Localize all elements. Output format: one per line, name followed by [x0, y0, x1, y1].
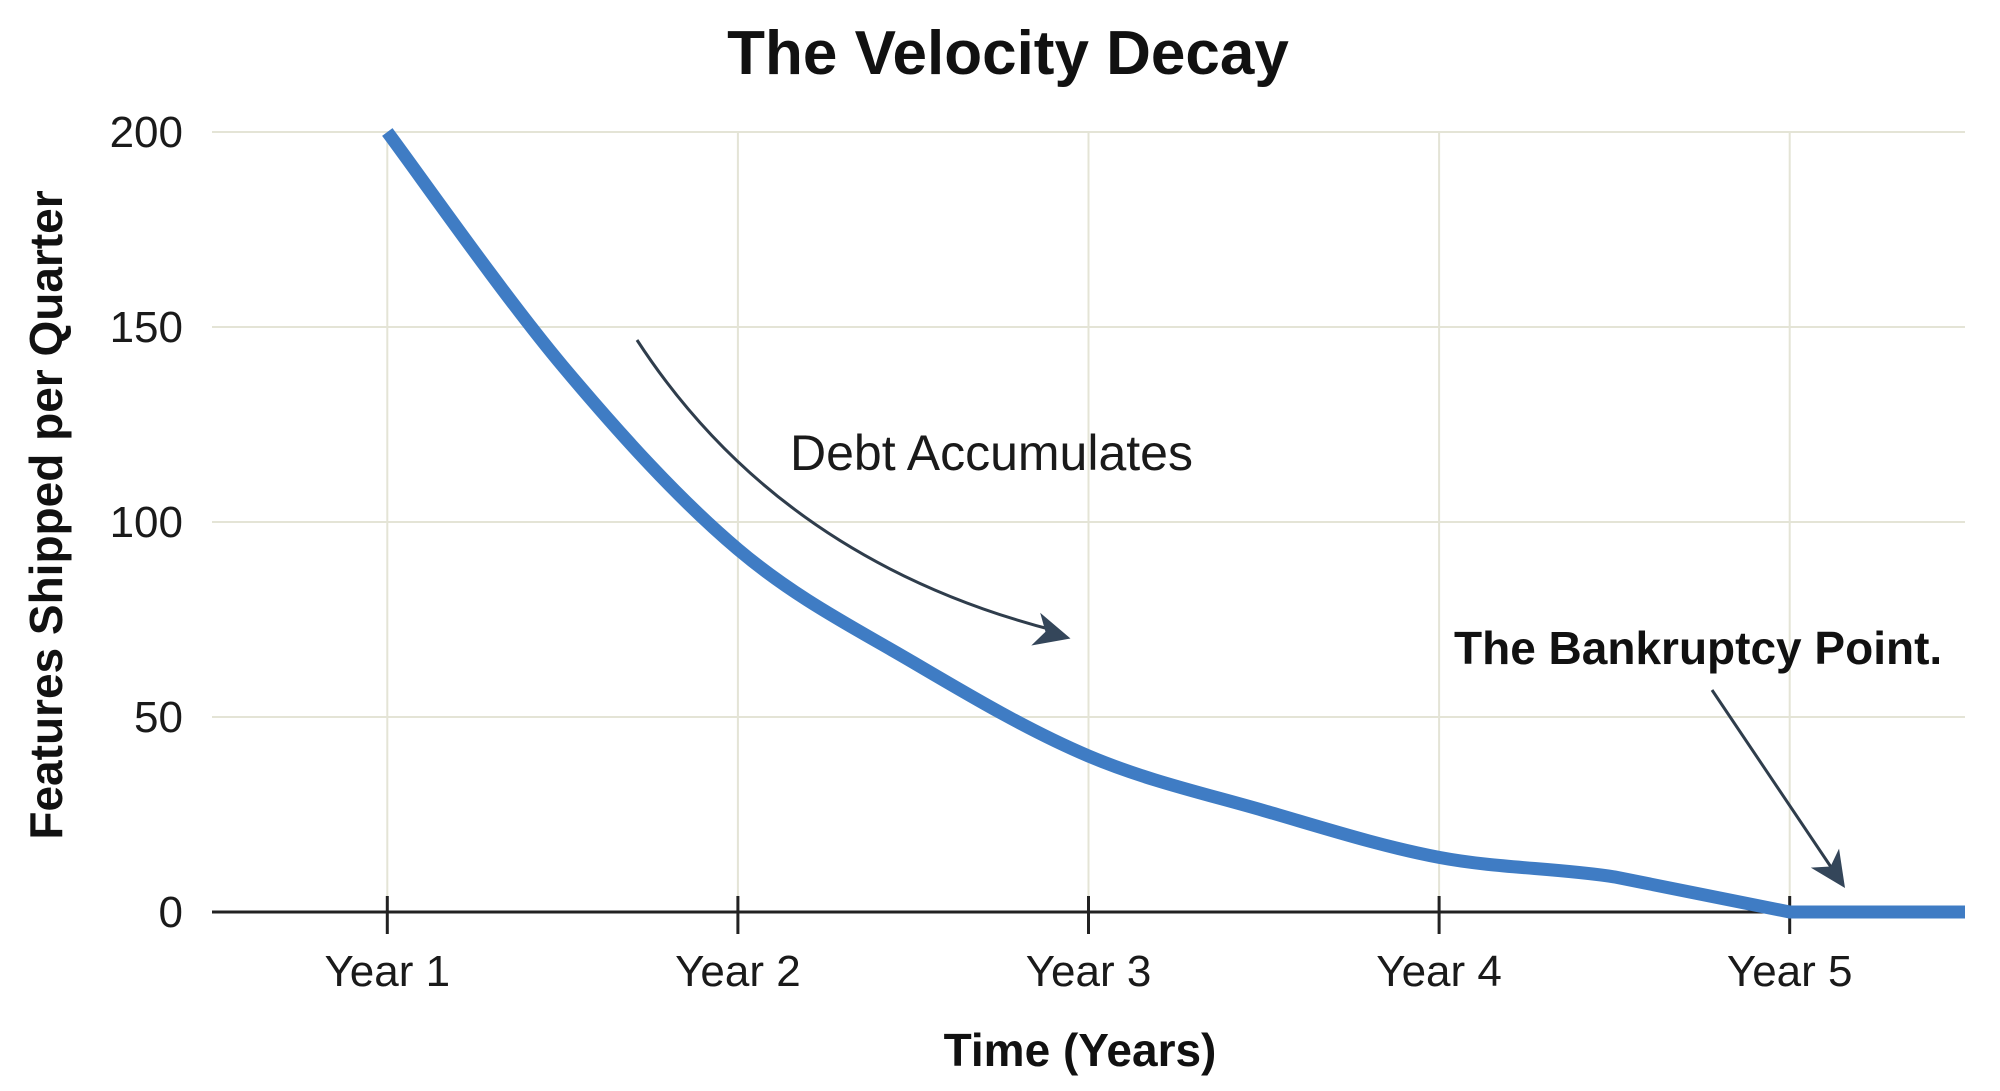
axes: 0 50 100 150 200 Year 1 Year 2 Year 3 Year 4 Year…: [110, 108, 1965, 996]
y-tick-label: 200: [110, 108, 183, 157]
arrow-head: [1810, 848, 1845, 888]
y-tick-label: 100: [110, 498, 183, 547]
arrow-bankruptcy-point: [1710, 689, 1837, 874]
x-tick-label: Year 5: [1727, 947, 1853, 996]
grid: [212, 131, 1965, 912]
annotations: Debt Accumulates The Bankruptcy Point.: [635, 339, 1942, 888]
x-tick-label: Year 1: [324, 947, 450, 996]
x-tick-label: Year 2: [675, 947, 801, 996]
arrow-head: [1031, 612, 1071, 646]
y-tick-label: 150: [110, 303, 183, 352]
y-axis-label: Features Shipped per Quarter: [20, 190, 72, 839]
x-tick-label: Year 4: [1376, 947, 1502, 996]
arrow-debt-accumulates: [635, 339, 1055, 632]
y-tick-label: 50: [134, 693, 183, 742]
x-tick-label: Year 3: [1026, 947, 1152, 996]
chart-title: The Velocity Decay: [727, 19, 1289, 88]
y-tick-label: 0: [159, 888, 183, 937]
annotation-bankruptcy-point: The Bankruptcy Point.: [1454, 622, 1942, 674]
x-axis-label: Time (Years): [944, 1024, 1217, 1076]
series: [382, 128, 1966, 919]
annotation-debt-accumulates: Debt Accumulates: [790, 425, 1193, 481]
